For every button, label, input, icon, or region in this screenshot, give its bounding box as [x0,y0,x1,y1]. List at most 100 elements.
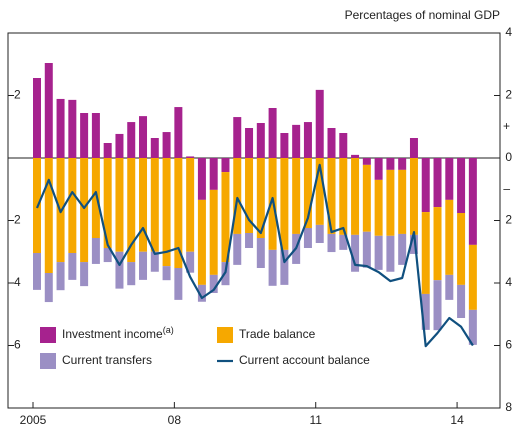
bar-segment [457,158,466,213]
y-tick-label-right: 4 [505,25,512,39]
legend-label: Investment income(a) [62,325,174,341]
bar-segment [103,158,112,248]
bar-segment [256,123,265,158]
bar-segment [398,233,407,265]
bar-segment [421,158,430,213]
bar-segment [445,199,454,275]
bar-segment [351,234,360,272]
bar-segment [115,133,124,158]
bar-segment [174,268,183,300]
bar-segment [409,234,418,254]
bar-segment [233,233,242,265]
bar-segment [56,262,65,291]
bar-segment [127,122,136,158]
bar-segment [174,107,183,158]
x-tick-label: 11 [309,413,322,427]
bar-segment [162,266,171,281]
bar-segment [339,133,348,158]
y-tick-label-right: 4 [505,275,512,289]
bar-segment [315,158,324,225]
bar-segment [91,238,100,264]
bar-segment [445,274,454,300]
legend-note: (a) [163,325,174,335]
bar-segment [457,284,466,318]
bar-segment [339,234,348,250]
bar-segment [103,143,112,158]
bar-segment [115,251,124,289]
bar-segment [468,158,477,245]
bar-segment [303,158,312,228]
bar-segment [221,158,230,173]
bar-segment [292,124,301,158]
bar-segment [303,228,312,248]
bar-segment [245,233,254,248]
bar-segment [303,122,312,158]
bar-segment [280,249,289,285]
bar-segment [409,138,418,158]
bar-segment [374,158,383,180]
bar-segment [197,199,206,285]
bar-segment [221,172,230,263]
y-tick-label-left: 4 [14,275,21,289]
x-tick-label: 08 [168,413,182,427]
bar-segment [209,274,218,293]
bar-segment [245,128,254,158]
bar-segment [162,158,171,267]
line-series [35,163,474,348]
bar-segment [233,158,242,234]
bar-segment [374,179,383,236]
bar-segment [233,117,242,158]
bar-segment [421,212,430,294]
bar-segment [280,158,289,250]
bar-segment [268,249,277,286]
unit-annotation: Percentages of nominal GDP [345,8,500,22]
bar-segment [139,158,148,252]
bar-segment [80,113,89,158]
bar-segment [327,233,336,253]
y-tick-label-right: 2 [505,88,512,102]
legend-name: Current transfers [62,353,152,367]
bar-segment [468,244,477,310]
bar-segment [398,169,407,234]
bar-segment [33,253,41,290]
x-tick-label: 14 [450,413,464,427]
bar-segment [186,156,195,158]
sign-label: – [503,181,510,195]
bar-segment [421,293,430,330]
bar-segment [33,78,41,158]
y-tick-label-left: 6 [14,338,21,352]
bar-segment [468,309,477,345]
bar-segment [386,235,395,272]
y-tick-label-right: 6 [505,338,512,352]
bar-segment [44,273,53,303]
bar-segment [433,207,442,281]
legend-swatch [40,353,56,369]
bar-segment [457,213,466,285]
bar-segment [150,251,159,272]
bar-segment [115,158,124,252]
y-tick-label-right: 0 [505,150,512,164]
legend-swatch [40,327,56,343]
bar-segment [127,158,136,263]
legend-label: Current account balance [239,353,370,367]
bar-segment [292,158,301,234]
bar-segment [91,113,100,158]
bar-segment [162,132,171,158]
bar-segment [374,235,383,270]
x-tick-label: 2005 [20,413,47,427]
bar-segment [44,158,53,273]
bar-segment [445,158,454,200]
bar-segment [409,158,418,235]
bar-segment [386,158,395,170]
legend-name: Current account balance [239,353,370,367]
bar-segment [280,133,289,158]
legend-swatch [217,327,233,343]
bar-segment [386,169,395,236]
legend-label: Current transfers [62,353,152,367]
bar-segment [315,224,324,243]
bar-segment [197,284,206,302]
y-tick-label-left: 2 [14,88,21,102]
bar-segment [362,158,371,165]
legend-name: Investment income [62,327,163,341]
